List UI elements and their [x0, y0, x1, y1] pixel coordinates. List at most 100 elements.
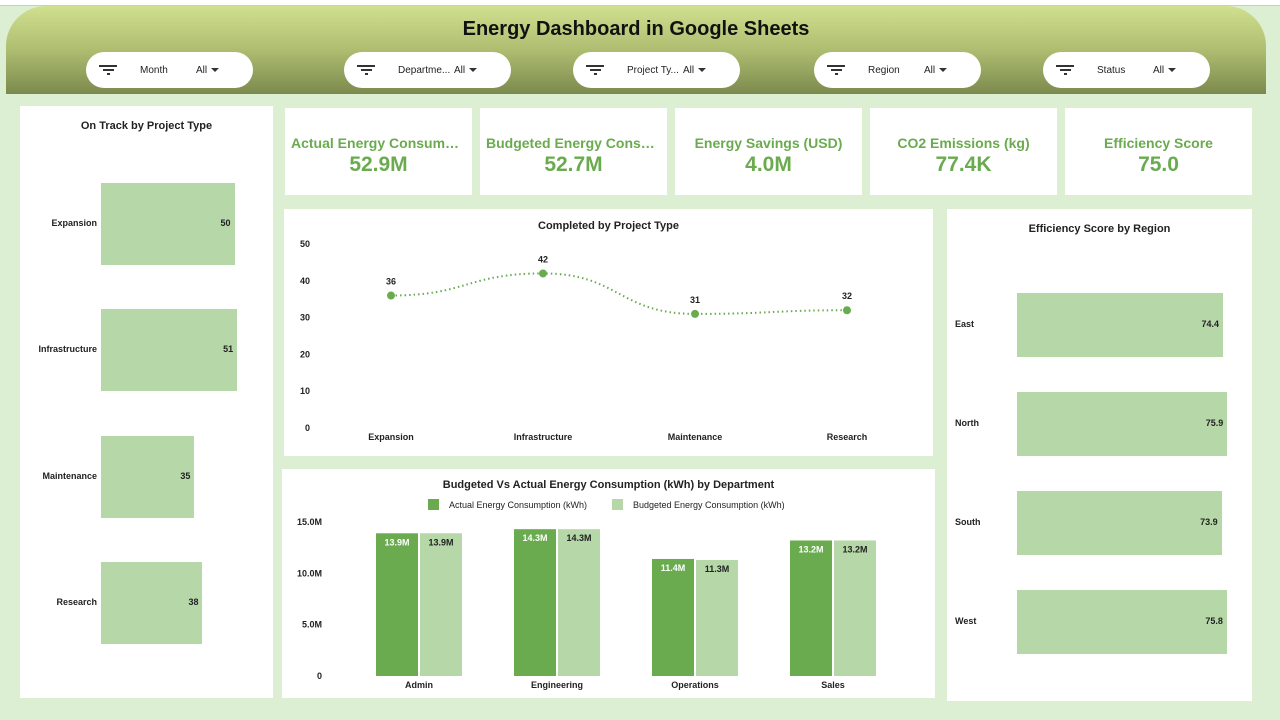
x-tick-label: Research	[827, 432, 868, 442]
filter-value: All	[924, 64, 936, 76]
kpi-card: CO2 Emissions (kg) 77.4K	[870, 108, 1057, 195]
chart-title: Budgeted Vs Actual Energy Consumption (k…	[442, 479, 775, 491]
filter-label: Status	[1097, 64, 1126, 76]
filter-icon	[826, 65, 846, 75]
bar	[420, 533, 462, 676]
kpi-card: Energy Savings (USD) 4.0M	[675, 108, 862, 195]
bar	[376, 533, 418, 676]
filter-value: All	[683, 64, 695, 76]
x-tick-label: Maintenance	[668, 432, 723, 442]
data-label: 38	[188, 597, 199, 607]
data-label: 75.8	[1205, 616, 1223, 626]
dropdown-caret-icon	[211, 68, 220, 72]
x-tick-label: Expansion	[368, 432, 414, 442]
filter-label: Region	[868, 64, 900, 76]
filter-value: All	[196, 64, 208, 76]
filter-value: All	[454, 64, 466, 76]
y-tick-label: 15.0M	[297, 517, 322, 527]
kpi-value: 4.0M	[745, 153, 792, 176]
data-label: 73.9	[1200, 517, 1218, 527]
filter-icon	[356, 65, 376, 75]
filter-icon	[98, 65, 118, 75]
filter-month[interactable]: Month All	[86, 52, 253, 88]
filter-projectty[interactable]: Project Ty... All	[573, 52, 740, 88]
data-point	[843, 306, 851, 315]
filter-label: Departme...	[398, 64, 451, 76]
data-label: 13.2M	[842, 544, 867, 554]
kpi-label: Actual Energy Consumptio...	[291, 135, 472, 151]
y-tick-label: 0	[317, 671, 322, 681]
dropdown-caret-icon	[939, 68, 948, 72]
filter-departme[interactable]: Departme... All	[344, 52, 511, 88]
bar	[558, 529, 600, 676]
bar	[834, 540, 876, 676]
y-tick-label: 5.0M	[302, 620, 322, 630]
data-label: 51	[223, 344, 234, 354]
y-tick-label: 10.0M	[297, 568, 322, 578]
efficiency-region-chart: Efficiency Score by Region East 74.4 North…	[947, 209, 1252, 701]
category-label: Maintenance	[42, 471, 97, 481]
filter-value: All	[1153, 64, 1165, 76]
data-label: 11.4M	[661, 563, 686, 573]
dropdown-caret-icon	[469, 68, 478, 72]
bar	[652, 558, 694, 676]
filter-icon	[1055, 65, 1075, 75]
bar	[696, 559, 738, 676]
filter-label: Month	[140, 64, 168, 76]
data-label: 14.3M	[522, 533, 547, 543]
data-label: 13.9M	[384, 537, 409, 547]
y-tick-label: 10	[300, 386, 310, 396]
x-tick-label: Admin	[405, 680, 433, 690]
kpi-label: CO2 Emissions (kg)	[897, 135, 1030, 151]
dropdown-caret-icon	[1168, 68, 1177, 72]
data-label: 13.2M	[798, 544, 823, 554]
sheet-grid	[0, 0, 1280, 6]
bar	[101, 183, 235, 265]
kpi-value: 75.0	[1138, 153, 1179, 176]
data-label: 11.3M	[705, 564, 730, 574]
data-label: 14.3M	[566, 533, 591, 543]
legend-label: Actual Energy Consumption (kWh)	[449, 500, 587, 510]
category-label: Infrastructure	[38, 344, 97, 354]
category-label: South	[955, 517, 981, 527]
data-label: 32	[842, 291, 852, 301]
bar	[101, 562, 203, 644]
data-label: 50	[220, 218, 231, 228]
filter-region[interactable]: Region All	[814, 52, 981, 88]
kpi-card: Budgeted Energy Consump... 52.7M	[480, 108, 667, 195]
bar	[101, 309, 238, 391]
data-point	[387, 291, 395, 300]
kpi-card: Actual Energy Consumptio... 52.9M	[285, 108, 472, 195]
bar	[790, 540, 832, 676]
category-label: Expansion	[51, 218, 97, 228]
y-tick-label: 0	[305, 423, 310, 433]
legend-swatch	[428, 499, 439, 510]
kpi-card: Efficiency Score 75.0	[1065, 108, 1252, 195]
y-tick-label: 40	[300, 276, 310, 286]
category-label: West	[955, 616, 977, 626]
bar	[1017, 491, 1222, 555]
kpi-value: 77.4K	[935, 153, 992, 176]
x-tick-label: Infrastructure	[514, 432, 573, 442]
on-track-chart: On Track by Project Type Expansion 50 Infr…	[20, 106, 273, 698]
chart-title: On Track by Project Type	[80, 120, 213, 132]
filter-status[interactable]: Status All	[1043, 52, 1210, 88]
y-tick-label: 50	[300, 239, 310, 249]
bar	[514, 529, 556, 676]
page-title: Energy Dashboard in Google Sheets	[462, 18, 810, 40]
kpi-label: Budgeted Energy Consump...	[486, 135, 667, 151]
data-label: 42	[538, 254, 548, 264]
data-label: 31	[690, 295, 700, 305]
y-tick-label: 20	[300, 349, 310, 359]
budget-vs-actual-chart: Budgeted Vs Actual Energy Consumption (k…	[282, 469, 935, 698]
bar	[1017, 590, 1227, 654]
x-tick-label: Sales	[821, 680, 845, 690]
kpi-value: 52.9M	[349, 153, 408, 176]
legend-label: Budgeted Energy Consumption (kWh)	[633, 500, 785, 510]
data-point	[691, 309, 699, 318]
data-label: 75.9	[1205, 418, 1224, 428]
filter-label: Project Ty...	[627, 64, 679, 76]
chart-title: Efficiency Score by Region	[1028, 223, 1171, 235]
data-label: 35	[180, 471, 191, 481]
bar	[101, 436, 195, 518]
